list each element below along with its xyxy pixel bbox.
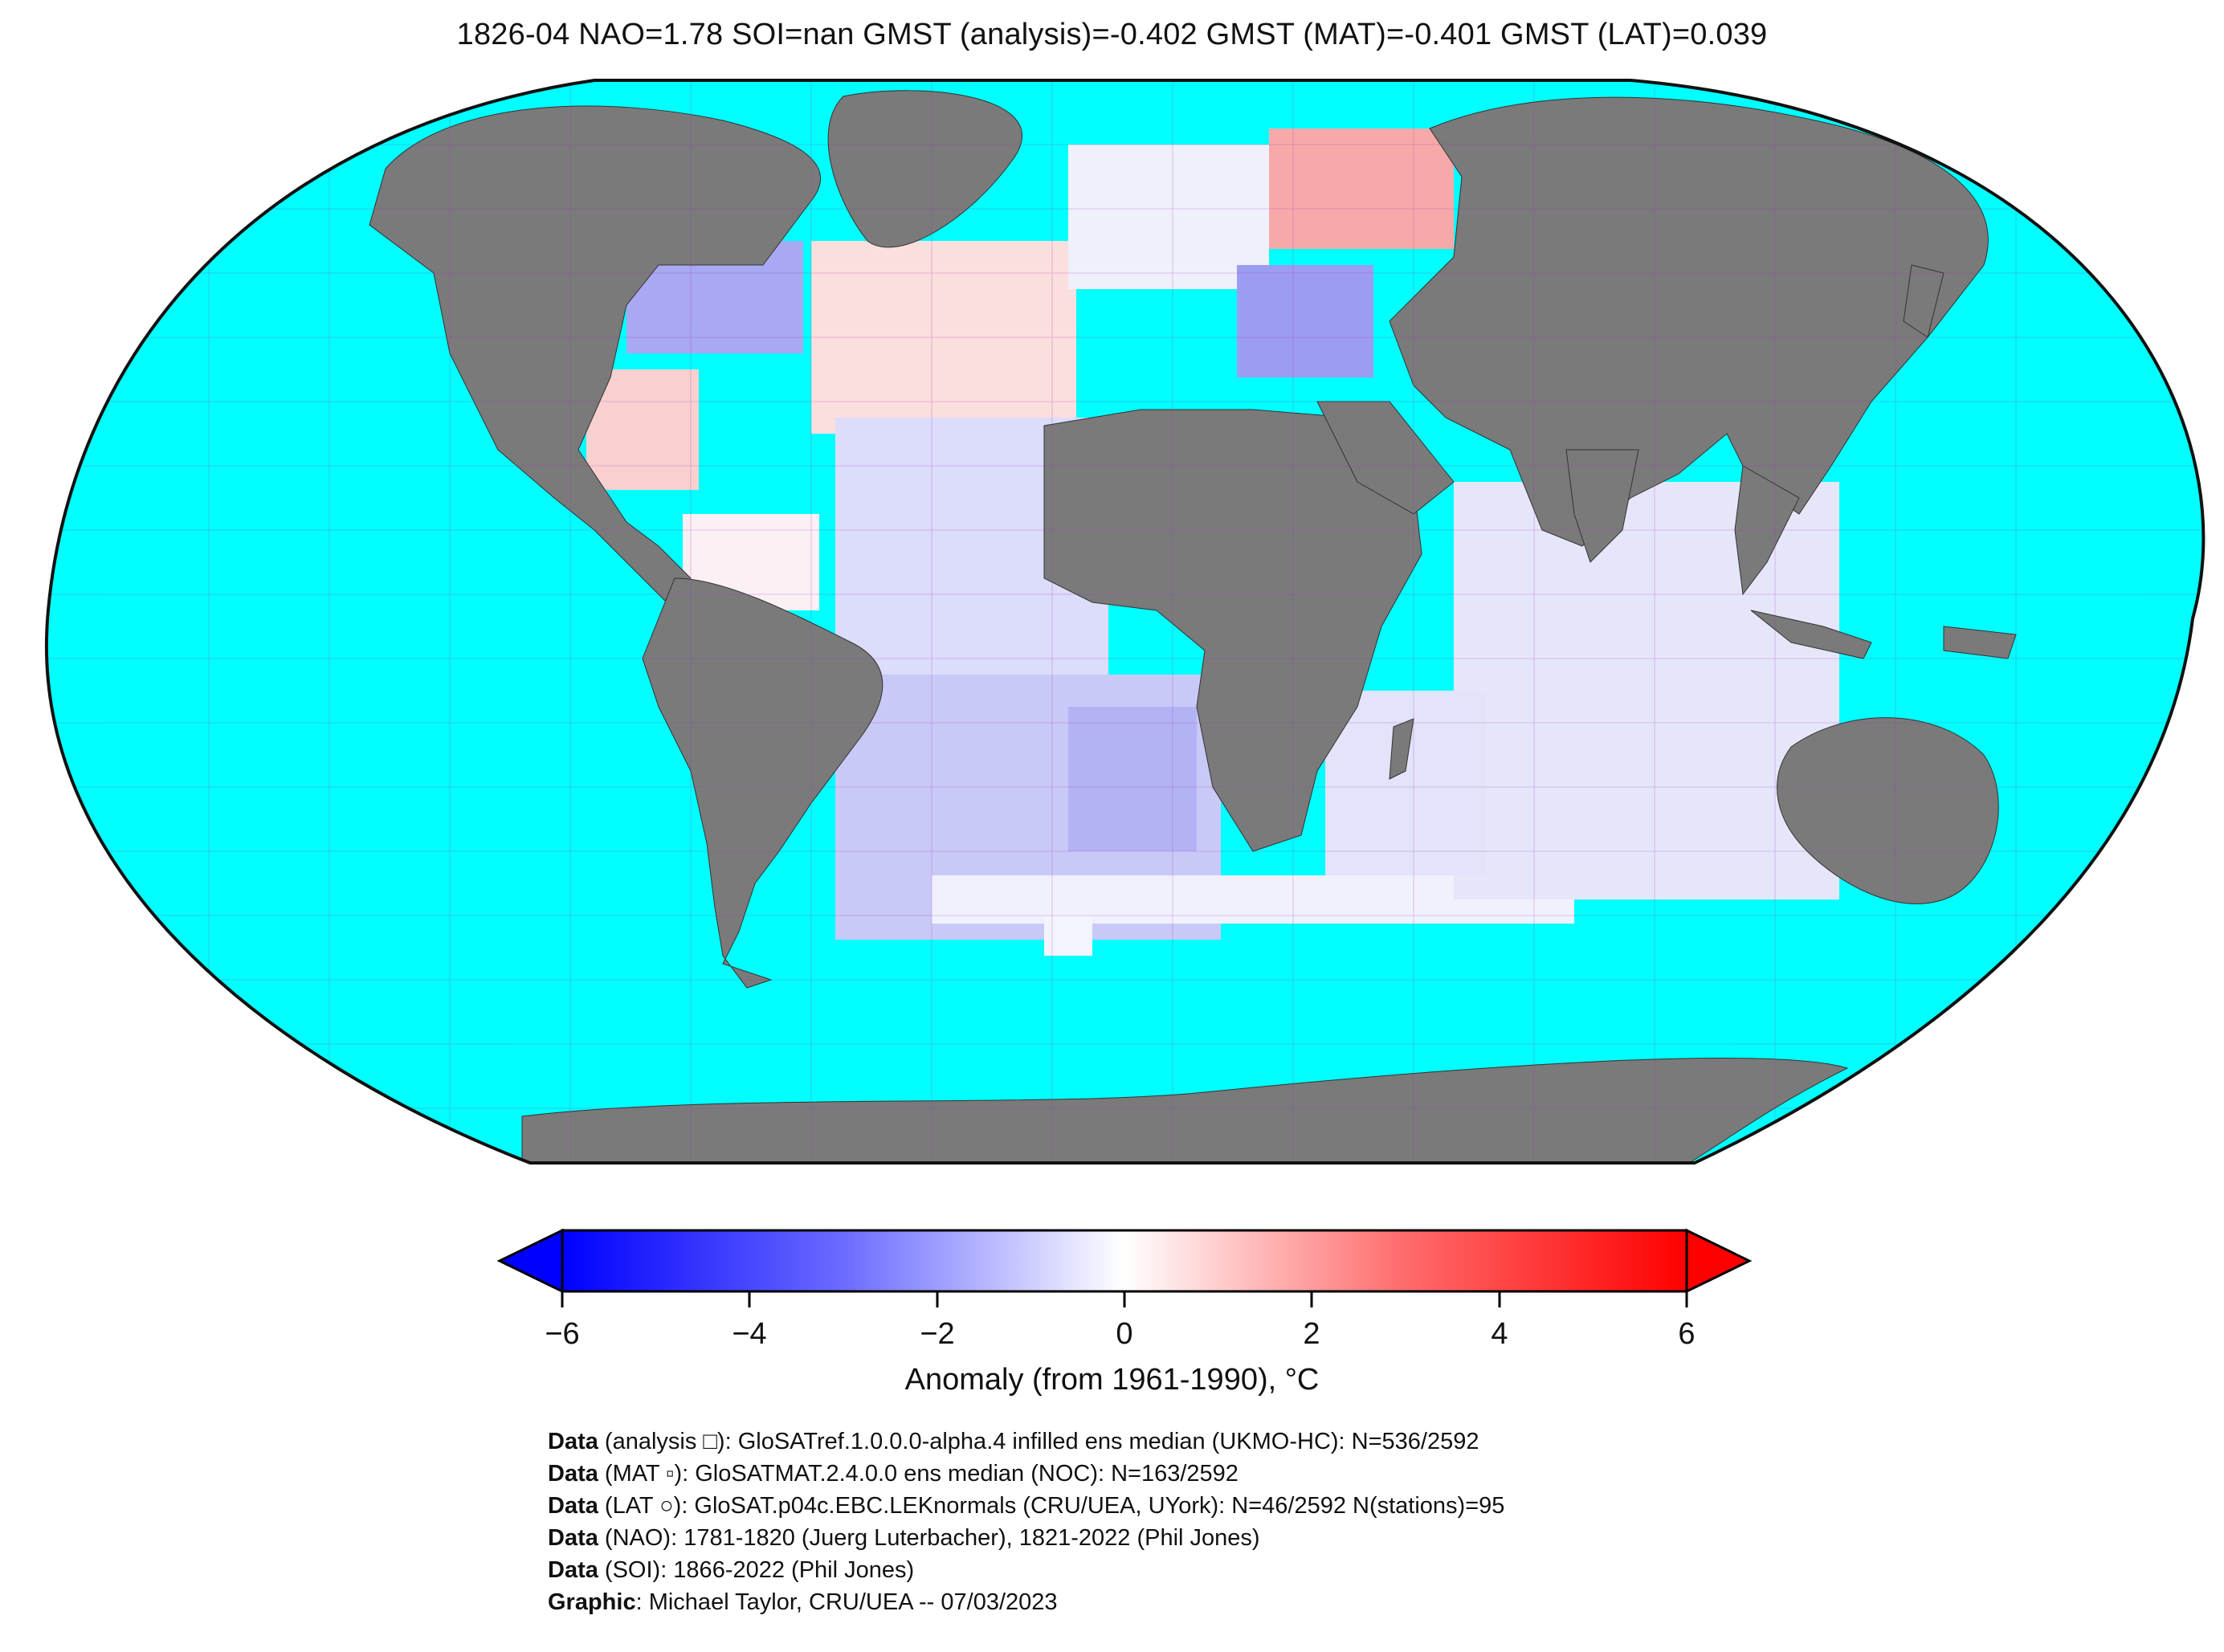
- greenland: [827, 90, 1022, 248]
- colorbar: [496, 1228, 1753, 1307]
- anomaly-cell-south-atlantic-deep: [1068, 707, 1197, 851]
- land: [369, 90, 2105, 1163]
- anomaly-cell-indian-ocean: [1454, 482, 1839, 899]
- southeast-asia: [1734, 465, 1800, 596]
- antarctica: [521, 1058, 1849, 1163]
- credit-line: Data (analysis □): GloSATref.1.0.0.0-alp…: [548, 1426, 1504, 1458]
- credit-key: Data: [548, 1525, 598, 1551]
- anomaly-cell-europe: [1068, 145, 1269, 289]
- credit-key: Data: [548, 1557, 598, 1583]
- north-america: [369, 105, 822, 611]
- map-title: 1826-04 NAO=1.78 SOI=nan GMST (analysis)…: [456, 18, 1768, 51]
- credit-text: (analysis □): GloSATref.1.0.0.0-alpha.4 …: [598, 1429, 1479, 1454]
- colorbar-tick-label: −4: [732, 1317, 767, 1351]
- credit-line: Graphic: Michael Taylor, CRU/UEA -- 07/0…: [548, 1586, 1504, 1618]
- credit-key: Graphic: [548, 1589, 636, 1615]
- graticule: [48, 80, 2201, 1163]
- new-guinea: [1943, 626, 2017, 659]
- globe-outline: [45, 79, 2206, 1165]
- credit-line: Data (SOI): 1866-2022 (Phil Jones): [548, 1554, 1504, 1586]
- eurasia: [1389, 96, 1989, 547]
- colorbar-tick-label: 6: [1678, 1317, 1696, 1351]
- credit-text: (SOI): 1866-2022 (Phil Jones): [598, 1557, 915, 1583]
- anomaly-cell-north-atlantic-mid: [811, 241, 1076, 434]
- credit-text: (NAO): 1781-1820 (Juerg Luterbacher), 18…: [598, 1525, 1260, 1551]
- australia: [1777, 717, 1999, 904]
- colorbar-tick-label: 4: [1491, 1317, 1508, 1351]
- colorbar-label: Anomaly (from 1961-1990), °C: [904, 1363, 1320, 1397]
- credit-text: (LAT ○): GloSAT.p04c.EBC.LEKnormals (CRU…: [598, 1493, 1505, 1519]
- credit-key: Data: [548, 1493, 598, 1519]
- colorbar-tick-label: 2: [1303, 1317, 1320, 1351]
- credit-key: Data: [548, 1429, 598, 1454]
- japan: [1903, 264, 1944, 338]
- anomaly-cell-western-russia: [1269, 128, 1454, 249]
- credits: Data (analysis □): GloSATref.1.0.0.0-alp…: [548, 1426, 1504, 1618]
- credit-text: (MAT ▫): GloSATMAT.2.4.0.0 ens median (N…: [598, 1461, 1239, 1487]
- anomaly-cell-eastern-europe: [1237, 265, 1373, 377]
- credit-text: : Michael Taylor, CRU/UEA -- 07/03/2023: [635, 1589, 1058, 1615]
- anomaly-cell-drake: [1044, 916, 1092, 956]
- credit-line: Data (NAO): 1781-1820 (Juerg Luterbacher…: [548, 1522, 1504, 1554]
- india: [1565, 449, 1639, 563]
- credit-key: Data: [548, 1461, 598, 1487]
- madagascar: [1389, 718, 1414, 780]
- colorbar-extend-warm: [1685, 1228, 1753, 1294]
- credit-line: Data (MAT ▫): GloSATMAT.2.4.0.0 ens medi…: [548, 1458, 1504, 1490]
- colorbar-tick-label: −6: [545, 1317, 580, 1351]
- south-america: [642, 577, 883, 989]
- colorbar-tick-label: 0: [1116, 1317, 1133, 1351]
- colorbar-tick-label: −2: [920, 1317, 955, 1351]
- colorbar-gradient: [561, 1229, 1688, 1293]
- anomaly-cell-indian-ocean-west: [1325, 691, 1486, 875]
- arabia: [1316, 401, 1455, 515]
- colorbar-extend-cold: [496, 1228, 564, 1294]
- colorbar-ticks: [561, 1291, 1688, 1307]
- credit-line: Data (LAT ○): GloSAT.p04c.EBC.LEKnormals…: [548, 1490, 1504, 1522]
- indonesia: [1750, 610, 1872, 659]
